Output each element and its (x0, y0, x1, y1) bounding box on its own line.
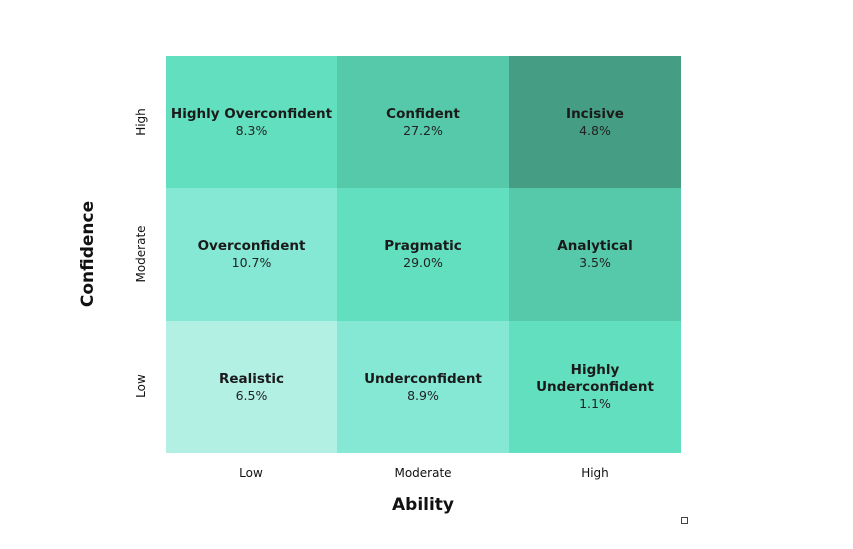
matrix-grid: Highly Overconfident 8.3% Confident 27.2% In… (166, 56, 681, 453)
x-axis-label: Ability (391, 495, 455, 515)
cell-confidence-high-ability-high: Incisive 4.8% (509, 56, 681, 188)
cell-label: Confident (386, 105, 460, 122)
cell-confidence-low-ability-low: Realistic 6.5% (166, 321, 337, 453)
cell-label: Analytical (557, 238, 633, 254)
cell-label: Realistic (218, 370, 285, 387)
cell-value: 1.1% (579, 396, 611, 411)
resize-handle[interactable] (681, 517, 688, 524)
cell-label: Pragmatic (384, 238, 462, 254)
x-tick-moderate: Moderate (394, 466, 452, 480)
cell-confidence-high-ability-moderate: Confident 27.2% (337, 56, 509, 188)
y-tick-high: High (134, 108, 148, 136)
cell-confidence-moderate-ability-moderate: Pragmatic 29.0% (337, 188, 509, 321)
cell-value: 29.0% (403, 255, 443, 270)
x-tick-low: Low (239, 466, 263, 480)
cell-label: Underconfident (364, 370, 482, 387)
cell-confidence-low-ability-moderate: Underconfident 8.9% (337, 321, 509, 453)
y-axis-label: Confidence (78, 200, 98, 308)
cell-confidence-moderate-ability-high: Analytical 3.5% (509, 188, 681, 321)
cell-value: 27.2% (403, 122, 443, 138)
cell-confidence-moderate-ability-low: Overconfident 10.7% (166, 188, 337, 321)
cell-label: Highly Underconfident (536, 362, 654, 395)
cell-value: 10.7% (231, 255, 272, 270)
cell-value: 8.3% (235, 122, 268, 138)
cell-label: Incisive (566, 105, 624, 122)
x-tick-high: High (581, 466, 609, 480)
y-tick-moderate: Moderate (134, 225, 148, 283)
y-tick-low: Low (134, 374, 148, 398)
cell-confidence-high-ability-low: Highly Overconfident 8.3% (166, 56, 337, 188)
cell-confidence-low-ability-high: Highly Underconfident 1.1% (509, 321, 681, 453)
cell-value: 6.5% (235, 387, 268, 403)
cell-value: 3.5% (579, 255, 611, 270)
cell-label: Overconfident (197, 238, 306, 254)
cell-label: Highly Overconfident (170, 105, 333, 122)
cell-value: 8.9% (407, 387, 439, 403)
cell-value: 4.8% (579, 122, 611, 138)
